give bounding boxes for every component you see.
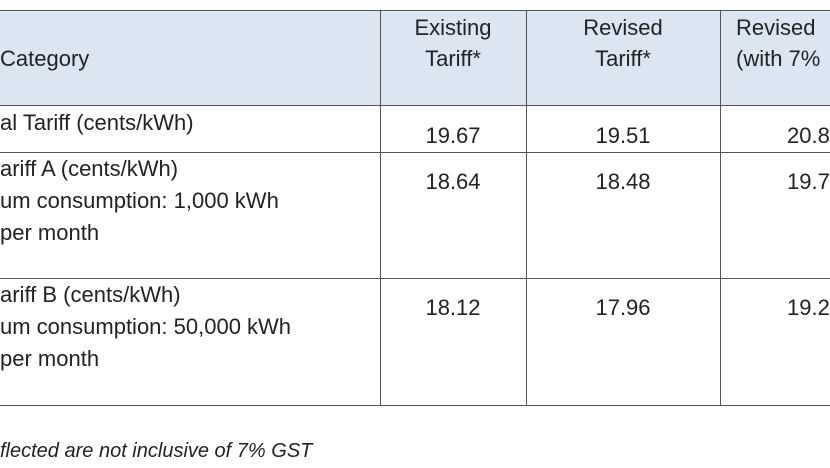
row-label: ariff B (cents/kWh): [0, 282, 181, 307]
cell-value: 19.2: [787, 295, 830, 320]
row-label: um consumption: 1,000 kWh: [0, 188, 279, 213]
header-cell: Tariff*: [425, 46, 481, 71]
rule: [526, 10, 527, 405]
row-label: um consumption: 50,000 kWh: [0, 314, 292, 339]
cell-value: 18.64: [425, 169, 481, 194]
rule: [0, 105, 830, 106]
rule: [0, 152, 830, 153]
rule: [0, 278, 830, 279]
header-cell: Tariff*: [595, 46, 651, 71]
row-label: per month: [0, 220, 100, 245]
cell-value: 19.51: [595, 123, 651, 148]
row-label: per month: [0, 346, 100, 371]
rule: [0, 405, 830, 406]
cell-value: 18.48: [595, 169, 651, 194]
header-cell: Existing: [414, 15, 492, 40]
header-cell: Revised: [583, 15, 663, 40]
row-label: ariff A (cents/kWh): [0, 156, 179, 181]
header-cell: Category: [0, 46, 90, 71]
header-cell: (with 7%: [736, 46, 821, 71]
cell-value: 17.96: [595, 295, 651, 320]
rule: [0, 10, 830, 11]
cell-value: 19.7: [787, 169, 830, 194]
cell-value: 18.12: [425, 295, 481, 320]
cell-value: 19.67: [425, 123, 481, 148]
rule: [720, 10, 721, 405]
footnote: flected are not inclusive of 7% GST: [0, 440, 313, 462]
header-background: [0, 10, 830, 105]
cell-value: 20.8: [787, 123, 830, 148]
header-cell: Revised: [736, 15, 816, 40]
rule: [380, 10, 381, 405]
row-label: al Tariff (cents/kWh): [0, 110, 194, 135]
